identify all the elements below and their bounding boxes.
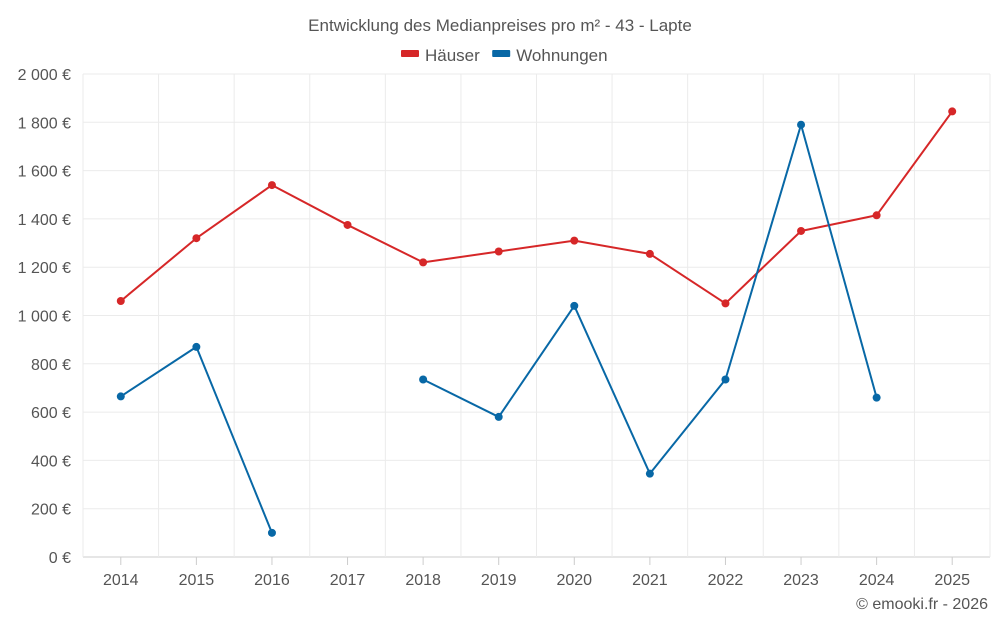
y-tick-label: 0 € xyxy=(49,550,71,567)
data-point[interactable] xyxy=(797,226,806,235)
x-tick-label: 2017 xyxy=(330,572,366,589)
x-tick-label: 2024 xyxy=(859,572,895,589)
y-tick-label: 200 € xyxy=(31,502,71,519)
chart-title: Entwicklung des Medianpreises pro m² - 4… xyxy=(308,16,692,35)
x-tick-label: 2016 xyxy=(254,572,290,589)
series-layer xyxy=(116,107,957,537)
x-tick-label: 2015 xyxy=(179,572,215,589)
y-tick-label: 1 600 € xyxy=(18,164,71,181)
data-point[interactable] xyxy=(267,528,276,537)
x-tick-label: 2018 xyxy=(405,572,441,589)
series-wohnungen xyxy=(116,120,881,537)
grid xyxy=(82,73,991,565)
data-point[interactable] xyxy=(343,220,352,229)
data-point[interactable] xyxy=(116,392,125,401)
data-point[interactable] xyxy=(797,120,806,129)
x-tick-label: 2023 xyxy=(783,572,819,589)
series-line xyxy=(120,110,954,305)
data-point[interactable] xyxy=(872,393,881,402)
data-point[interactable] xyxy=(570,301,579,310)
x-tick-label: 2025 xyxy=(934,572,970,589)
data-point[interactable] xyxy=(645,249,654,258)
data-point[interactable] xyxy=(192,342,201,351)
x-tick-label: 2022 xyxy=(708,572,744,589)
data-point[interactable] xyxy=(419,375,428,384)
y-tick-label: 400 € xyxy=(31,453,71,470)
x-tick-label: 2021 xyxy=(632,572,668,589)
y-tick-label: 1 800 € xyxy=(18,115,71,132)
legend-label: Wohnungen xyxy=(516,46,607,65)
x-tick-label: 2014 xyxy=(103,572,139,589)
data-point[interactable] xyxy=(872,211,881,220)
y-tick-label: 2 000 € xyxy=(18,67,71,84)
data-point[interactable] xyxy=(721,375,730,384)
data-point[interactable] xyxy=(419,258,428,267)
data-point[interactable] xyxy=(494,247,503,256)
data-point[interactable] xyxy=(267,181,276,190)
series-häuser xyxy=(116,107,957,308)
y-tick-label: 1 200 € xyxy=(18,260,71,277)
y-axis: 0 € 200 € 400 € 600 € 800 € 1 000 € 1 200 € 1 4… xyxy=(18,67,71,567)
x-axis: 2014 2015 2016 2017 2018 2019 2020 2021 2022 2023… xyxy=(103,572,970,589)
legend-swatch xyxy=(401,50,419,57)
y-tick-label: 1 000 € xyxy=(18,309,71,326)
legend-label: Häuser xyxy=(425,46,480,65)
data-point[interactable] xyxy=(116,297,125,306)
data-point[interactable] xyxy=(570,236,579,245)
data-point[interactable] xyxy=(721,299,730,308)
data-point[interactable] xyxy=(645,469,654,478)
legend-swatch xyxy=(492,50,511,57)
legend: Häuser Wohnungen xyxy=(401,46,608,65)
legend-item-wohnungen[interactable]: Wohnungen xyxy=(492,46,608,65)
x-tick-label: 2019 xyxy=(481,572,517,589)
y-tick-label: 800 € xyxy=(31,357,71,374)
credit-text: © emooki.fr - 2026 xyxy=(856,596,988,613)
data-point[interactable] xyxy=(192,234,201,243)
x-tick-label: 2020 xyxy=(556,572,592,589)
legend-item-häuser[interactable]: Häuser xyxy=(401,46,480,65)
y-tick-label: 600 € xyxy=(31,405,71,422)
data-point[interactable] xyxy=(948,107,957,116)
data-point[interactable] xyxy=(494,412,503,421)
y-tick-label: 1 400 € xyxy=(18,212,71,229)
